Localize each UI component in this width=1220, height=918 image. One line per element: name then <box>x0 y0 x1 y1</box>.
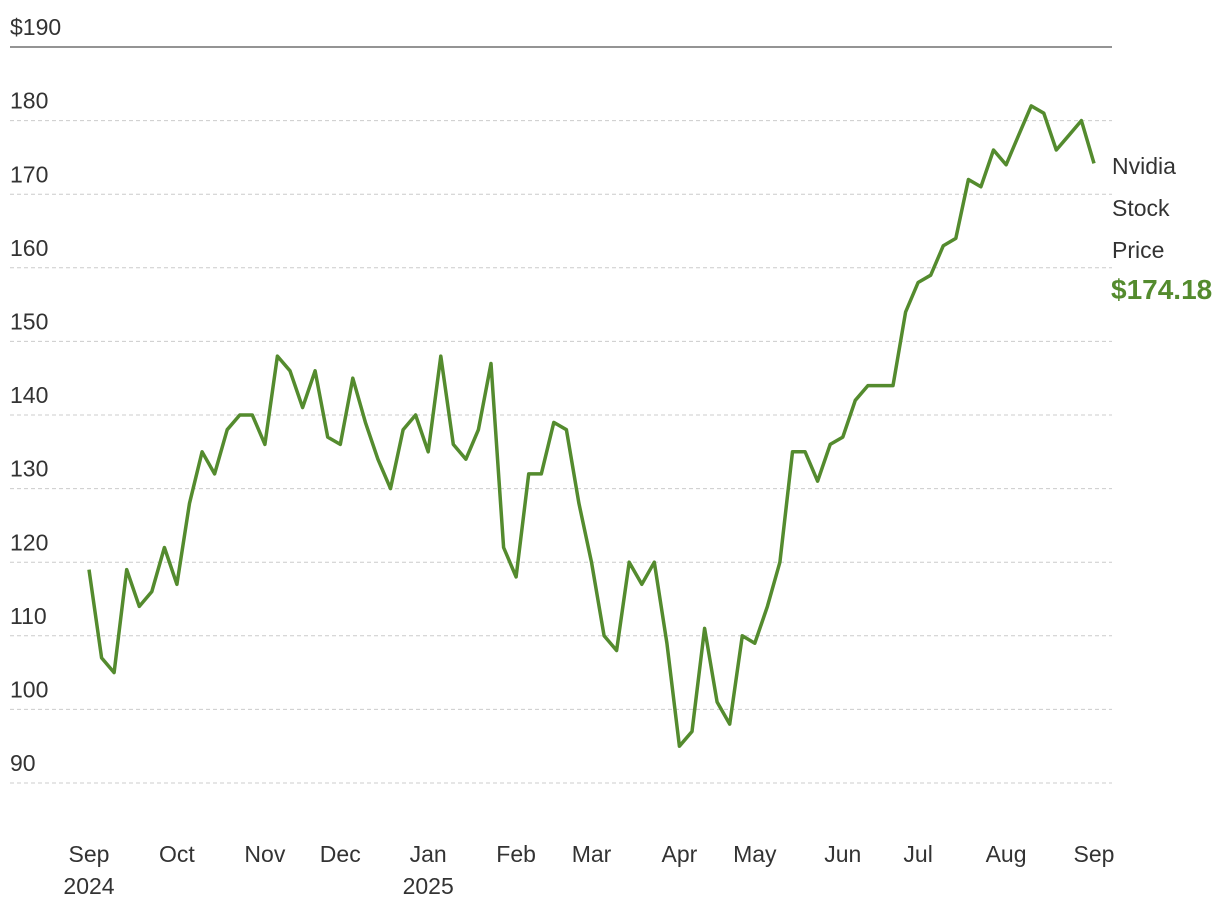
y-tick-label: 120 <box>10 529 48 555</box>
x-tick-label: Nov <box>244 841 286 867</box>
value-label: $174.18 <box>1111 274 1213 305</box>
x-tick-label: Jul <box>903 841 933 867</box>
x-tick-label: Sep <box>1073 841 1115 867</box>
x-tick-label: May <box>733 841 777 867</box>
x-tick-label: Jun <box>824 841 862 867</box>
price-line <box>87 104 1096 748</box>
x-tick-label: Dec <box>319 841 361 867</box>
y-tick-label: 110 <box>10 603 47 629</box>
x-tick-label: Mar <box>571 841 612 867</box>
y-tick-label: $190 <box>10 14 61 40</box>
y-tick-label: 100 <box>10 676 48 702</box>
y-tick-label: 130 <box>10 456 48 482</box>
x-tick-label: Jan 2025 <box>402 841 454 899</box>
x-tick-label: Sep 2024 <box>63 841 115 899</box>
y-tick-label: 180 <box>10 88 48 114</box>
y-tick-label: 140 <box>10 382 48 408</box>
y-tick-label: 150 <box>10 308 48 334</box>
x-tick-label: Apr <box>661 841 698 867</box>
y-tick-label: 160 <box>10 235 48 261</box>
series-label: Nvidia Stock Price <box>1112 153 1176 263</box>
y-tick-label: 170 <box>10 161 48 187</box>
x-tick-label: Oct <box>159 841 195 867</box>
x-tick-label: Feb <box>496 841 536 867</box>
y-tick-label: 90 <box>10 750 36 776</box>
x-tick-label: Aug <box>985 841 1027 867</box>
